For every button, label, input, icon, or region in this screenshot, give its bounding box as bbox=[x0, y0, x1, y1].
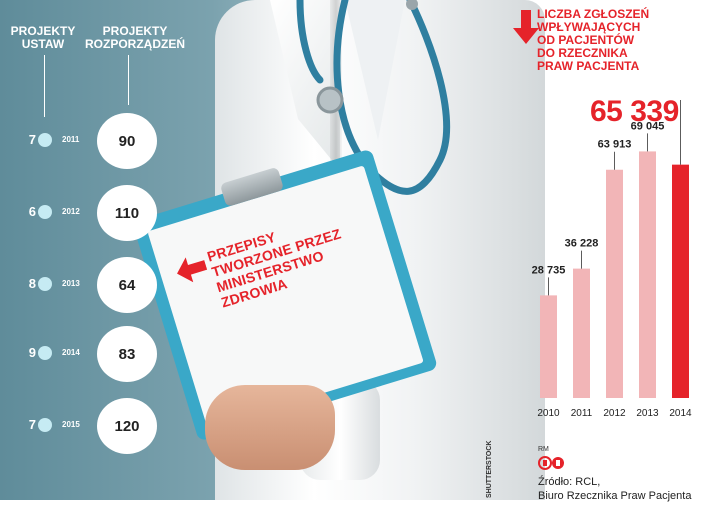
x-tick-label: 2012 bbox=[603, 408, 626, 419]
x-tick-label: 2011 bbox=[571, 408, 593, 419]
bar-2011 bbox=[573, 268, 590, 398]
dot-marker bbox=[38, 418, 52, 432]
doctor-hand bbox=[205, 385, 335, 470]
highlight-value: 65 339 bbox=[590, 95, 679, 128]
year-row: 8 2013 64 bbox=[0, 257, 200, 313]
bar-2012 bbox=[606, 169, 623, 398]
year-row: 6 2012 110 bbox=[0, 185, 200, 241]
year-label: 2014 bbox=[62, 348, 80, 357]
rozporzadzen-bubble: 83 bbox=[97, 326, 157, 382]
bar-value-label: 28 735 bbox=[532, 264, 566, 276]
bar-chart: 28 735 2010 36 228 2011 63 913 2012 69 045 2013… bbox=[532, 100, 692, 419]
ustaw-count: 7 bbox=[28, 132, 36, 147]
source-line: Źródło: RCL, bbox=[538, 476, 601, 488]
header-projekty-rozporzadzen: PROJEKTY ROZPORZĄDZEŃ bbox=[85, 25, 185, 51]
dot-marker bbox=[38, 133, 52, 147]
rozporzadzen-bubble: 110 bbox=[97, 185, 157, 241]
down-arrow-icon bbox=[513, 10, 539, 44]
connector-line bbox=[128, 55, 129, 105]
header-line: PROJEKTY bbox=[10, 24, 76, 38]
ustaw-count: 8 bbox=[28, 276, 36, 291]
header-line: USTAW bbox=[21, 37, 65, 51]
clipboard: PRZEPISY TWORZONE PRZEZ MINISTERSTWO ZDR… bbox=[131, 148, 439, 442]
left-arrow-icon bbox=[177, 257, 208, 283]
bar-2013 bbox=[639, 151, 656, 398]
photo-credit: SHUTTERSTOCK bbox=[486, 440, 493, 498]
bar-2010 bbox=[540, 295, 557, 398]
chart-title-line: OD PACJENTÓW bbox=[537, 33, 635, 47]
dot-marker bbox=[38, 277, 52, 291]
chart-title-line: LICZBA ZGŁOSZEŃ bbox=[537, 7, 650, 21]
year-label: 2013 bbox=[62, 279, 80, 288]
year-label: 2012 bbox=[62, 207, 80, 216]
year-label: 2011 bbox=[62, 135, 80, 144]
header-line: PROJEKTY bbox=[102, 24, 168, 38]
x-tick-label: 2013 bbox=[636, 408, 659, 419]
ustaw-count: 9 bbox=[28, 345, 36, 360]
bar-value-label: 36 228 bbox=[565, 238, 599, 250]
author-initials: RM bbox=[538, 446, 549, 453]
bar-value-label: 69 045 bbox=[631, 120, 665, 132]
x-tick-label: 2010 bbox=[537, 408, 560, 419]
bar-2014 bbox=[672, 164, 689, 398]
x-tick-label: 2014 bbox=[669, 408, 692, 419]
header-projekty-ustaw: PROJEKTY USTAW bbox=[8, 25, 78, 51]
source-line: Biuro Rzecznika Praw Pacjenta bbox=[538, 490, 692, 502]
bar-value-label: 63 913 bbox=[598, 139, 632, 151]
chart-title-line: PRAW PACJENTA bbox=[537, 59, 640, 73]
chart-title-line: DO RZECZNIKA bbox=[537, 46, 628, 60]
year-row: 7 2015 120 bbox=[0, 398, 200, 454]
year-row: 7 2011 90 bbox=[0, 113, 200, 169]
ustaw-count: 6 bbox=[28, 204, 36, 219]
dot-marker bbox=[38, 205, 52, 219]
year-row: 9 2014 83 bbox=[0, 326, 200, 382]
dot-marker bbox=[38, 346, 52, 360]
year-label: 2015 bbox=[62, 420, 80, 429]
rozporzadzen-bubble: 90 bbox=[97, 113, 157, 169]
chart-title: LICZBA ZGŁOSZEŃ WPŁYWAJĄCYCH OD PACJENTÓ… bbox=[537, 8, 707, 73]
rozporzadzen-bubble: 120 bbox=[97, 398, 157, 454]
ustaw-count: 7 bbox=[28, 417, 36, 432]
source-note: Źródło: RCL, Biuro Rzecznika Praw Pacjen… bbox=[538, 475, 691, 503]
chart-title-line: WPŁYWAJĄCYCH bbox=[537, 20, 641, 34]
rozporzadzen-bubble: 64 bbox=[97, 257, 157, 313]
connector-line bbox=[44, 55, 45, 117]
publisher-logo bbox=[538, 456, 564, 470]
header-line: ROZPORZĄDZEŃ bbox=[85, 37, 185, 51]
